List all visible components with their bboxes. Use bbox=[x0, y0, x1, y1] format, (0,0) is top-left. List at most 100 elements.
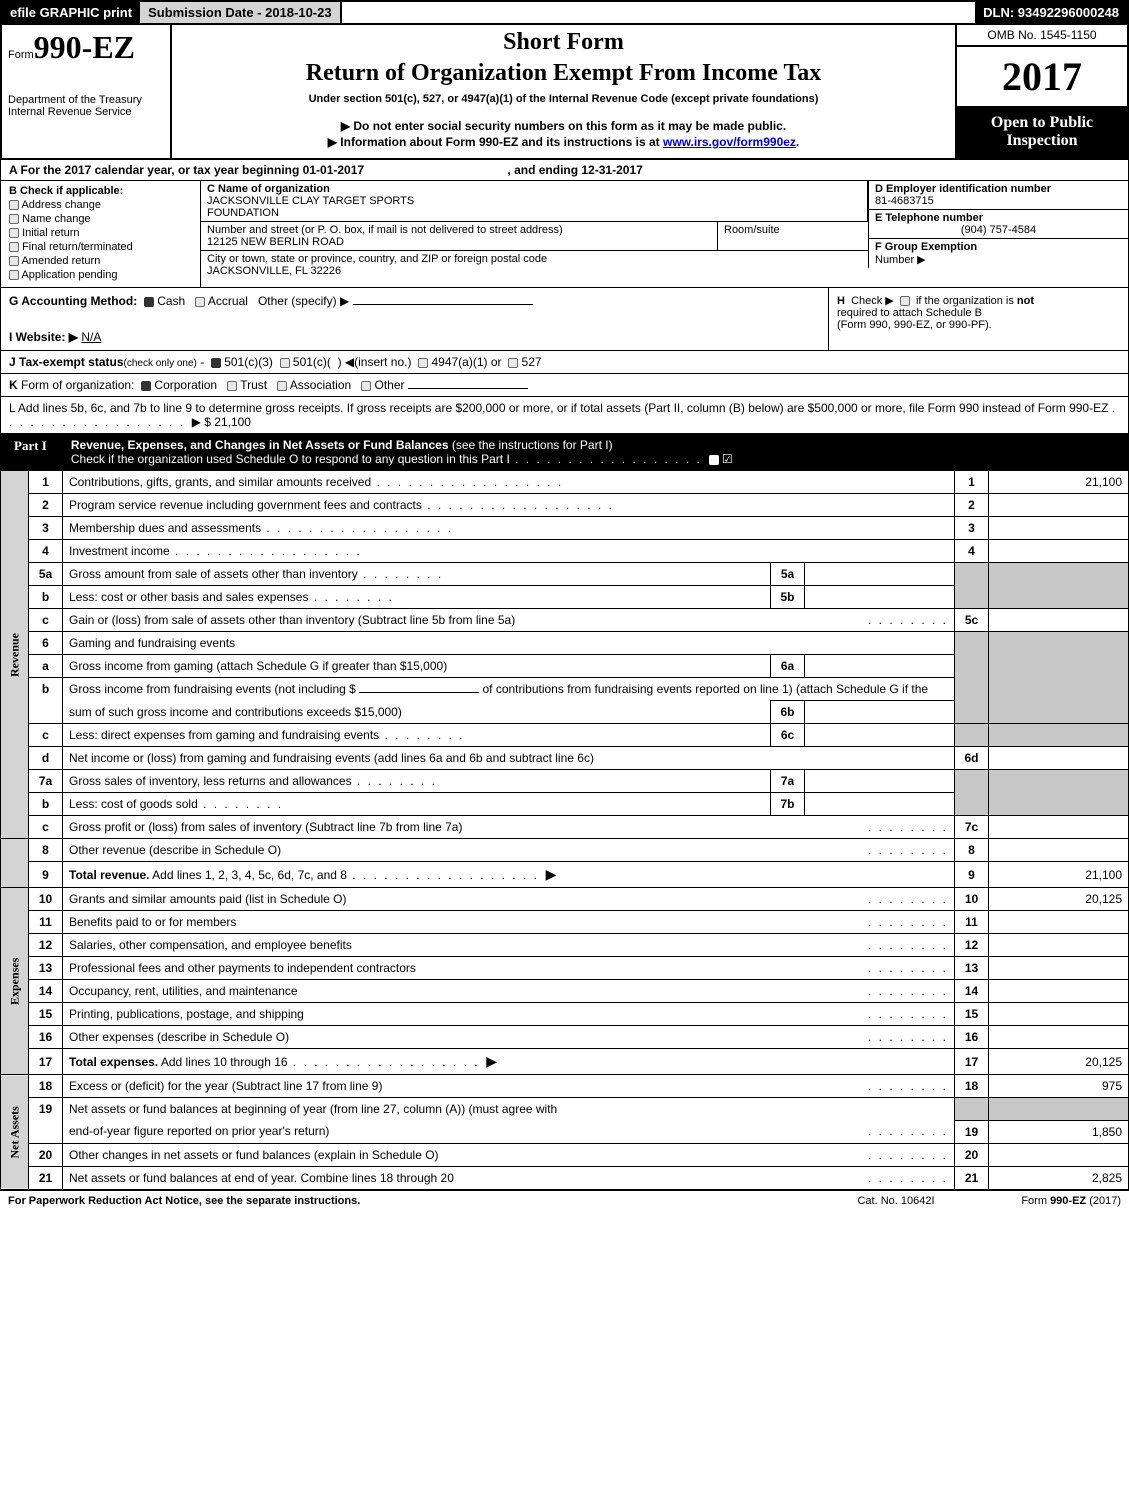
cash-label: Cash bbox=[157, 294, 185, 308]
checkbox-icon[interactable] bbox=[9, 270, 19, 280]
city-cell: City or town, state or province, country… bbox=[201, 251, 868, 279]
form-number: 990-EZ bbox=[34, 29, 135, 65]
checkbox-filled-icon[interactable] bbox=[709, 455, 719, 465]
checkbox-icon[interactable] bbox=[9, 256, 19, 266]
section-l: L Add lines 5b, 6c, and 7b to line 9 to … bbox=[0, 397, 1129, 434]
return-title: Return of Organization Exempt From Incom… bbox=[182, 60, 945, 87]
f-label2: Number ▶ bbox=[875, 254, 926, 266]
ln-text: Membership dues and assessments bbox=[69, 521, 261, 535]
ln-no: 6 bbox=[29, 632, 63, 655]
line-21: 21Net assets or fund balances at end of … bbox=[1, 1166, 1129, 1189]
dots-icon bbox=[868, 820, 948, 834]
ln-no: c bbox=[29, 724, 63, 747]
checkbox-icon[interactable] bbox=[900, 296, 910, 306]
d-value: 81-4683715 bbox=[875, 195, 934, 207]
form-header: Form990-EZ Department of the Treasury In… bbox=[0, 25, 1129, 160]
grey-cell bbox=[989, 770, 1129, 816]
ln-no bbox=[29, 701, 63, 724]
checkbox-icon[interactable] bbox=[277, 381, 287, 391]
e-phone: E Telephone number (904) 757-4584 bbox=[868, 210, 1128, 239]
checkbox-filled-icon[interactable] bbox=[211, 358, 221, 368]
ln-desc: Membership dues and assessments bbox=[63, 517, 955, 540]
chk-amended: Amended return bbox=[9, 255, 192, 267]
ln-val bbox=[989, 957, 1129, 980]
line-18: Net Assets 18Excess or (deficit) for the… bbox=[1, 1075, 1129, 1098]
ln-desc: Other changes in net assets or fund bala… bbox=[63, 1143, 955, 1166]
grey-cell bbox=[955, 770, 989, 816]
arrow-icon: ▶ bbox=[546, 866, 557, 882]
ln-desc: Contributions, gifts, grants, and simila… bbox=[63, 471, 955, 494]
ln-no: 15 bbox=[29, 1003, 63, 1026]
ln-text: Less: direct expenses from gaming and fu… bbox=[69, 728, 379, 742]
ln-text: Gross sales of inventory, less returns a… bbox=[69, 774, 352, 788]
ln-no: c bbox=[29, 609, 63, 632]
line-7c: c Gross profit or (loss) from sales of i… bbox=[1, 816, 1129, 839]
ln-no: 16 bbox=[29, 1026, 63, 1049]
6b-pre: Gross income from fundraising events (no… bbox=[69, 682, 359, 696]
section-j: J Tax-exempt status(check only one) - 50… bbox=[0, 351, 1129, 374]
ln-text: Excess or (deficit) for the year (Subtra… bbox=[69, 1079, 382, 1093]
ln-desc: end-of-year figure reported on prior yea… bbox=[63, 1120, 955, 1143]
dots-icon bbox=[170, 544, 362, 558]
part1-note: (see the instructions for Part I) bbox=[449, 438, 613, 452]
ln-val bbox=[989, 839, 1129, 862]
ln-text: Gross amount from sale of assets other t… bbox=[69, 567, 358, 581]
checkbox-icon[interactable] bbox=[195, 297, 205, 307]
ln-mno: 7b bbox=[771, 793, 805, 816]
checkbox-filled-icon[interactable] bbox=[144, 297, 154, 307]
room-cell: Room/suite bbox=[718, 222, 868, 251]
chk-name-change: Name change bbox=[9, 213, 192, 225]
ln-val bbox=[989, 1143, 1129, 1166]
checkbox-icon[interactable] bbox=[280, 358, 290, 368]
checkbox-icon[interactable] bbox=[361, 381, 371, 391]
ln-val bbox=[989, 1026, 1129, 1049]
street-label: Number and street (or P. O. box, if mail… bbox=[207, 224, 563, 236]
ln-rno: 12 bbox=[955, 934, 989, 957]
line-19b: end-of-year figure reported on prior yea… bbox=[1, 1120, 1129, 1143]
website-value: N/A bbox=[81, 330, 101, 344]
grey-cell bbox=[989, 1098, 1129, 1121]
ln-no: 9 bbox=[29, 862, 63, 888]
checkbox-icon[interactable] bbox=[508, 358, 518, 368]
footer-catno: Cat. No. 10642I bbox=[821, 1195, 971, 1207]
dots-icon bbox=[379, 728, 464, 742]
dots-icon bbox=[198, 797, 283, 811]
dots-icon bbox=[371, 475, 563, 489]
checkbox-icon[interactable] bbox=[227, 381, 237, 391]
checkbox-icon[interactable] bbox=[9, 200, 19, 210]
checkbox-icon[interactable] bbox=[9, 228, 19, 238]
instruction-link-row: ▶ Information about Form 990-EZ and its … bbox=[182, 135, 945, 149]
checkbox-icon[interactable] bbox=[418, 358, 428, 368]
section-k: K Form of organization: Corporation Trus… bbox=[0, 374, 1129, 397]
ln-rno: 3 bbox=[955, 517, 989, 540]
other-org-blank bbox=[408, 388, 528, 389]
dots-icon bbox=[868, 1030, 948, 1044]
line-7a: 7a Gross sales of inventory, less return… bbox=[1, 770, 1129, 793]
checkbox-filled-icon[interactable] bbox=[141, 381, 151, 391]
ln-rno: 8 bbox=[955, 839, 989, 862]
checkbox-icon[interactable] bbox=[9, 242, 19, 252]
chk-label: Address change bbox=[21, 199, 101, 211]
ln-rno: 14 bbox=[955, 980, 989, 1003]
a-end: 12-31-2017 bbox=[581, 163, 642, 177]
ln-text: Benefits paid to or for members bbox=[69, 915, 236, 929]
e-value: (904) 757-4584 bbox=[875, 224, 1122, 236]
page-footer: For Paperwork Reduction Act Notice, see … bbox=[0, 1190, 1129, 1211]
ln-desc: Grants and similar amounts paid (list in… bbox=[63, 888, 955, 911]
ln-val bbox=[989, 1003, 1129, 1026]
ln-val: 975 bbox=[989, 1075, 1129, 1098]
line-14: 14Occupancy, rent, utilities, and mainte… bbox=[1, 980, 1129, 1003]
ln-text: Gain or (loss) from sale of assets other… bbox=[69, 613, 515, 627]
checkbox-icon[interactable] bbox=[9, 214, 19, 224]
irs-link[interactable]: www.irs.gov/form990ez bbox=[663, 135, 796, 149]
ln-rno: 6d bbox=[955, 747, 989, 770]
ln-text: end-of-year figure reported on prior yea… bbox=[69, 1124, 329, 1138]
ln-no: 21 bbox=[29, 1166, 63, 1189]
header-right: OMB No. 1545-1150 2017 Open to Public In… bbox=[957, 25, 1127, 158]
d-ein: D Employer identification number 81-4683… bbox=[868, 181, 1128, 210]
section-bcdef: B Check if applicable: Address change Na… bbox=[0, 181, 1129, 287]
ln-val: 21,100 bbox=[989, 862, 1129, 888]
ln-desc: Benefits paid to or for members bbox=[63, 911, 955, 934]
ln-val bbox=[989, 517, 1129, 540]
arrow-icon: ▶ bbox=[486, 1053, 497, 1069]
